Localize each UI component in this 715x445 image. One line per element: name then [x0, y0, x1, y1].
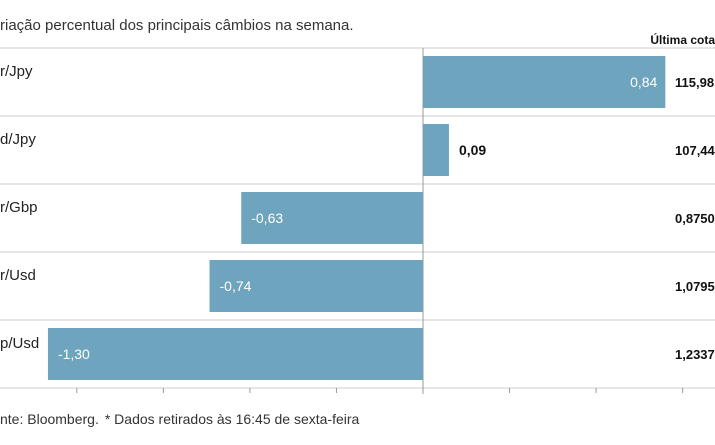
source-note: nte: Bloomberg.: [0, 411, 99, 427]
value-label: -1,30: [58, 346, 90, 362]
chart-footer: nte: Bloomberg. * Dados retirados às 16:4…: [0, 411, 359, 427]
last-quote-value: 115,98: [675, 75, 714, 90]
category-label: d/Jpy: [0, 131, 36, 148]
value-label: 0,84: [630, 74, 657, 90]
bar: [47, 328, 423, 380]
last-quote-value: 107,44: [675, 143, 715, 158]
last-quote-value: 0,87504: [675, 211, 715, 226]
value-label: 0,09: [459, 142, 486, 158]
category-label: r/Usd: [0, 267, 36, 284]
data-time-note: * Dados retirados às 16:45 de sexta-feir…: [104, 411, 360, 427]
value-label: -0,63: [251, 210, 283, 226]
category-label: r/Gbp: [0, 199, 38, 216]
bar: [209, 260, 423, 312]
last-quote-header: Última cota: [650, 33, 715, 47]
category-label: r/Jpy: [0, 63, 33, 80]
category-label: p/Usd: [0, 335, 39, 352]
bar-chart: -1,2-0,9-0,6-0,300,30,60,9r/Jpy0,84115,9…: [0, 47, 715, 394]
bar: [423, 56, 666, 108]
value-label: -0,74: [220, 278, 252, 294]
bar: [423, 124, 449, 176]
last-quote-value: 1,2337: [675, 347, 715, 362]
chart-subtitle: riação percentual dos principais câmbios…: [0, 17, 354, 34]
last-quote-value: 1,0795: [675, 279, 715, 294]
bar: [241, 192, 423, 244]
